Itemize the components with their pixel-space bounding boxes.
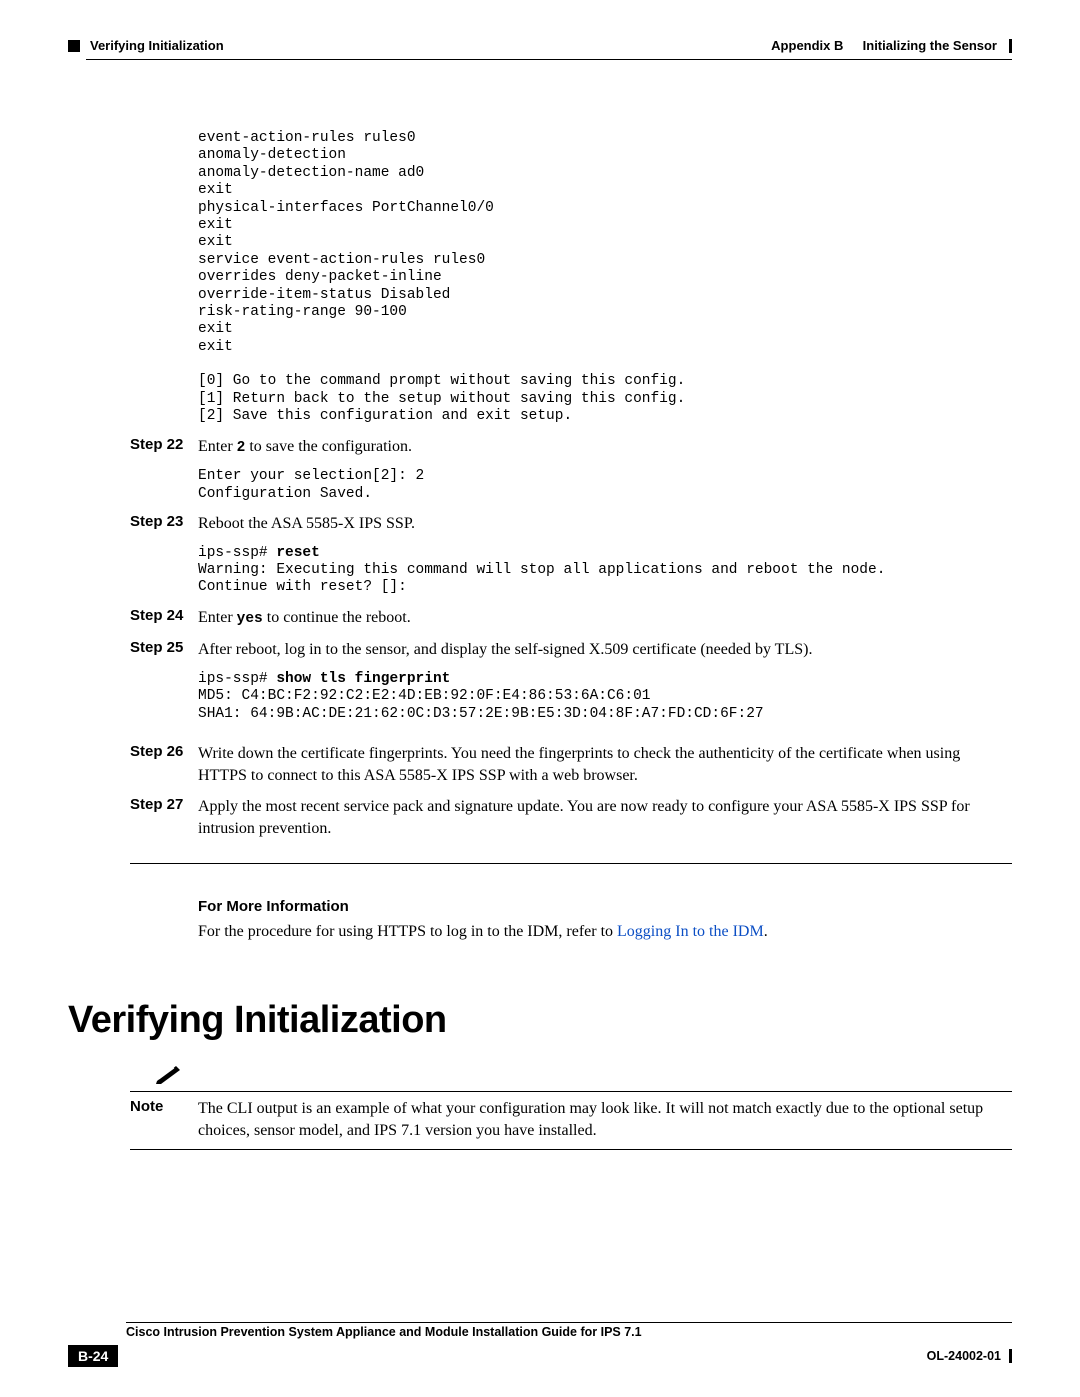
page-header: Verifying Initialization Appendix B Init… (68, 38, 1012, 53)
note-block: Note The CLI output is an example of wha… (130, 1062, 1012, 1150)
step-text: Enter 2 to save the configuration. (198, 436, 1012, 459)
idm-login-link[interactable]: Logging In to the IDM (617, 923, 764, 940)
header-marker-icon (68, 40, 80, 52)
step-label: Step 25 (130, 639, 198, 656)
page-number-badge: B-24 (68, 1345, 118, 1367)
note-label: Note (130, 1098, 198, 1115)
note-pencil-icon (154, 1062, 184, 1084)
page-footer: Cisco Intrusion Prevention System Applia… (68, 1322, 1012, 1367)
step-text: Reboot the ASA 5585-X IPS SSP. (198, 513, 1012, 535)
step-22: Step 22 Enter 2 to save the configuratio… (130, 436, 1012, 459)
header-appendix-title: Initializing the Sensor (863, 38, 997, 53)
config-output-block: event-action-rules rules0 anomaly-detect… (198, 130, 1012, 426)
step-25-output: ips-ssp# show tls fingerprint MD5: C4:BC… (198, 671, 1012, 723)
step-23: Step 23 Reboot the ASA 5585-X IPS SSP. (130, 513, 1012, 535)
step-text: Enter yes to continue the reboot. (198, 607, 1012, 630)
step-23-output: ips-ssp# reset Warning: Executing this c… (198, 545, 1012, 597)
header-bar-icon (1009, 39, 1012, 53)
note-text: The CLI output is an example of what you… (198, 1098, 1012, 1141)
step-label: Step 22 (130, 436, 198, 453)
step-label: Step 23 (130, 513, 198, 530)
for-more-info-heading: For More Information (198, 898, 1012, 915)
step-label: Step 26 (130, 743, 198, 760)
step-label: Step 27 (130, 796, 198, 813)
step-22-output: Enter your selection[2]: 2 Configuration… (198, 468, 1012, 503)
step-24: Step 24 Enter yes to continue the reboot… (130, 607, 1012, 630)
footer-doc-title: Cisco Intrusion Prevention System Applia… (126, 1325, 1012, 1339)
footer-bar-icon (1009, 1349, 1012, 1363)
for-more-info-text: For the procedure for using HTTPS to log… (198, 921, 1012, 943)
header-appendix-prefix: Appendix B (771, 38, 843, 53)
step-text: Write down the certificate fingerprints.… (198, 743, 1012, 786)
step-text: After reboot, log in to the sensor, and … (198, 639, 1012, 661)
step-text: Apply the most recent service pack and s… (198, 796, 1012, 839)
header-section-title: Verifying Initialization (90, 38, 224, 53)
step-26: Step 26 Write down the certificate finge… (130, 743, 1012, 786)
step-27: Step 27 Apply the most recent service pa… (130, 796, 1012, 839)
footer-doc-id: OL-24002-01 (927, 1349, 1001, 1363)
section-heading: Verifying Initialization (68, 999, 1012, 1042)
step-label: Step 24 (130, 607, 198, 624)
steps-end-rule (130, 863, 1012, 864)
step-25: Step 25 After reboot, log in to the sens… (130, 639, 1012, 661)
